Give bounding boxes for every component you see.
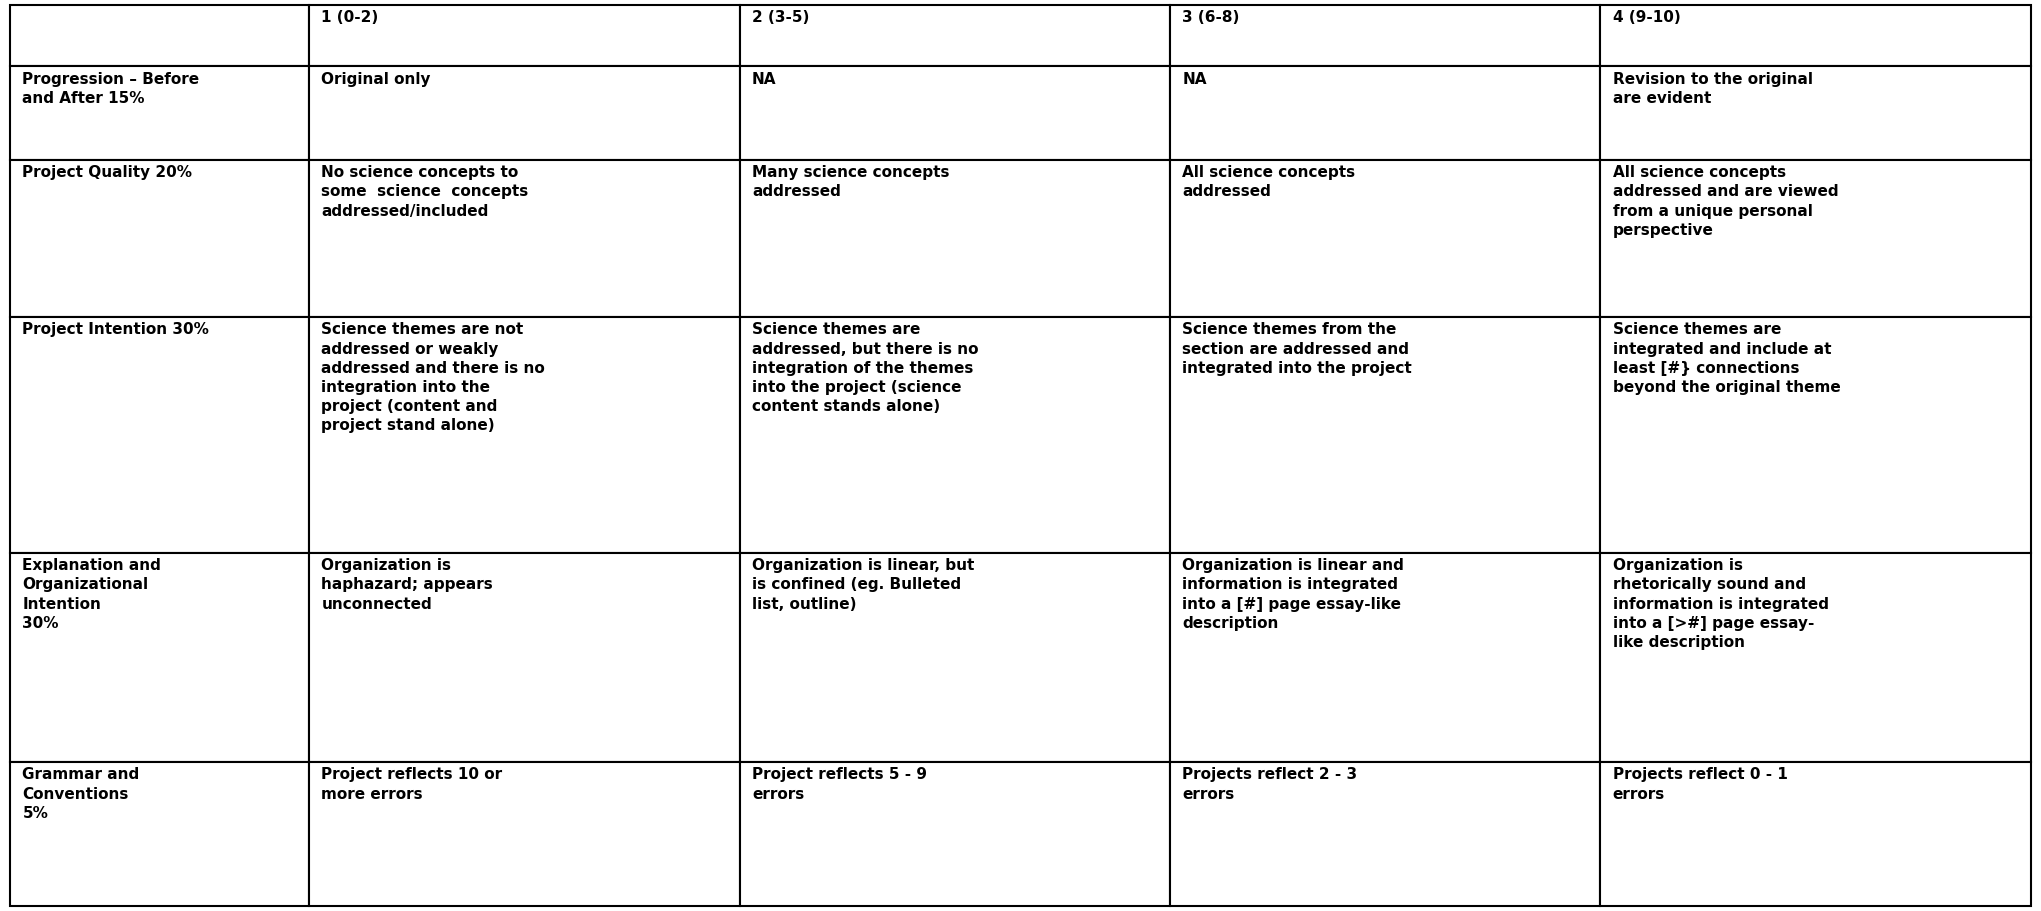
Bar	[739, 159, 1169, 317]
Bar	[310, 159, 739, 317]
Bar	[1600, 762, 2031, 906]
Bar	[1600, 317, 2031, 553]
Text: All science concepts
addressed: All science concepts addressed	[1182, 165, 1355, 200]
Bar	[10, 67, 310, 159]
Bar	[1169, 553, 1600, 762]
Text: Progression – Before
and After 15%: Progression – Before and After 15%	[22, 72, 200, 106]
Bar	[739, 762, 1169, 906]
Bar	[1169, 762, 1600, 906]
Text: Original only: Original only	[322, 72, 431, 87]
Bar	[739, 67, 1169, 159]
Text: Projects reflect 0 - 1
errors: Projects reflect 0 - 1 errors	[1612, 767, 1788, 802]
Text: Many science concepts
addressed: Many science concepts addressed	[751, 165, 949, 200]
Bar	[310, 553, 739, 762]
Text: Organization is
haphazard; appears
unconnected: Organization is haphazard; appears uncon…	[322, 558, 494, 611]
Bar	[10, 317, 310, 553]
Bar	[1169, 317, 1600, 553]
Text: Organization is
rhetorically sound and
information is integrated
into a [>#] pag: Organization is rhetorically sound and i…	[1612, 558, 1829, 650]
Text: No science concepts to
some  science  concepts
addressed/included: No science concepts to some science conc…	[322, 165, 529, 219]
Bar	[310, 67, 739, 159]
Text: Project Intention 30%: Project Intention 30%	[22, 322, 210, 337]
Text: Organization is linear, but
is confined (eg. Bulleted
list, outline): Organization is linear, but is confined …	[751, 558, 974, 611]
Bar	[10, 553, 310, 762]
Text: 2 (3-5): 2 (3-5)	[751, 10, 810, 25]
Text: NA: NA	[751, 72, 776, 87]
Bar	[739, 553, 1169, 762]
Text: Grammar and
Conventions
5%: Grammar and Conventions 5%	[22, 767, 139, 821]
Text: Science themes are
addressed, but there is no
integration of the themes
into the: Science themes are addressed, but there …	[751, 322, 978, 415]
Bar	[739, 5, 1169, 67]
Bar	[310, 762, 739, 906]
Bar	[310, 5, 739, 67]
Text: Project reflects 10 or
more errors: Project reflects 10 or more errors	[322, 767, 502, 802]
Text: 3 (6-8): 3 (6-8)	[1182, 10, 1239, 25]
Text: Projects reflect 2 - 3
errors: Projects reflect 2 - 3 errors	[1182, 767, 1357, 802]
Text: All science concepts
addressed and are viewed
from a unique personal
perspective: All science concepts addressed and are v…	[1612, 165, 1839, 238]
Text: Organization is linear and
information is integrated
into a [#] page essay-like
: Organization is linear and information i…	[1182, 558, 1404, 630]
Text: Revision to the original
are evident: Revision to the original are evident	[1612, 72, 1812, 106]
Bar	[1169, 159, 1600, 317]
Bar	[1600, 5, 2031, 67]
Bar	[739, 317, 1169, 553]
Text: Project reflects 5 - 9
errors: Project reflects 5 - 9 errors	[751, 767, 927, 802]
Text: Science themes are not
addressed or weakly
addressed and there is no
integration: Science themes are not addressed or weak…	[322, 322, 545, 434]
Bar	[1169, 67, 1600, 159]
Bar	[1600, 159, 2031, 317]
Bar	[1600, 67, 2031, 159]
Bar	[10, 159, 310, 317]
Bar	[310, 317, 739, 553]
Text: Explanation and
Organizational
Intention
30%: Explanation and Organizational Intention…	[22, 558, 161, 630]
Bar	[10, 762, 310, 906]
Bar	[1169, 5, 1600, 67]
Text: 1 (0-2): 1 (0-2)	[322, 10, 380, 25]
Text: Science themes from the
section are addressed and
integrated into the project: Science themes from the section are addr…	[1182, 322, 1412, 375]
Text: Science themes are
integrated and include at
least [#} connections
beyond the or: Science themes are integrated and includ…	[1612, 322, 1841, 395]
Bar	[10, 5, 310, 67]
Text: NA: NA	[1182, 72, 1206, 87]
Text: 4 (9-10): 4 (9-10)	[1612, 10, 1680, 25]
Bar	[1600, 553, 2031, 762]
Text: Project Quality 20%: Project Quality 20%	[22, 165, 192, 180]
